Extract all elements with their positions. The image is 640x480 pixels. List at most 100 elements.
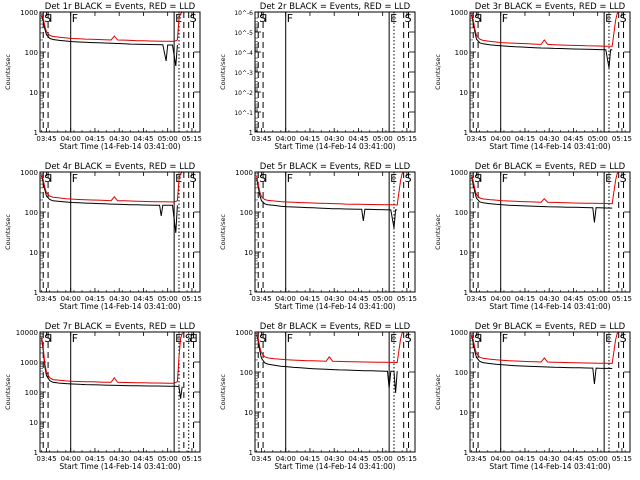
marker-label-S: S — [620, 12, 627, 25]
y-tick-label: 10000 — [16, 329, 38, 337]
x-tick-label: 04:45 — [133, 135, 153, 143]
x-tick-label: 04:00 — [491, 135, 511, 143]
marker-label-S: S — [405, 172, 412, 185]
x-tick-label: 04:45 — [563, 135, 583, 143]
y-tick-label: 1 — [34, 289, 38, 297]
marker-label-I: I — [264, 332, 267, 345]
marker-label-E: E — [390, 172, 397, 185]
marker-label-E: E — [175, 332, 182, 345]
y-tick-label: 10^-1 — [234, 110, 253, 117]
y-tick-label: 1000 — [450, 329, 468, 337]
x-tick-label: 03:45 — [466, 295, 486, 303]
panel-title: Det 3r BLACK = Events, RED = LLD — [475, 2, 626, 12]
x-tick-label: 05:00 — [373, 135, 393, 143]
marker-label-F: F — [72, 332, 78, 345]
y-tick-label: 1 — [464, 449, 468, 457]
x-tick-label: 04:15 — [85, 135, 105, 143]
marker-label-F: F — [287, 172, 293, 185]
x-tick-label: 05:15 — [397, 135, 417, 143]
x-axis-label: Start Time (14-Feb-14 03:41:00) — [489, 142, 610, 151]
x-tick-label: 05:00 — [588, 135, 608, 143]
y-tick-label: 100 — [455, 369, 468, 377]
panel-det-7r: Det 7r BLACK = Events, RED = LLD Counts/s… — [4, 322, 202, 471]
y-axis-label: Counts/sec — [4, 54, 12, 90]
marker-label-S: S — [44, 12, 51, 25]
series-lld-line — [471, 171, 620, 205]
panel-det-2r: Det 2r BLACK = Events, RED = LLD Counts/s… — [219, 2, 417, 151]
marker-label-I: I — [49, 172, 52, 185]
series-lld-line — [256, 171, 405, 206]
y-tick-label: 1 — [249, 289, 253, 297]
y-tick-label: 10 — [29, 249, 38, 257]
y-tick-label: 100 — [455, 209, 468, 217]
y-tick-label: 10^-5 — [234, 30, 253, 37]
x-axis-label: Start Time (14-Feb-14 03:41:00) — [59, 302, 180, 311]
panel-title: Det 8r BLACK = Events, RED = LLD — [260, 322, 411, 332]
x-tick-label: 04:15 — [515, 455, 535, 463]
y-tick-label: 10^-2 — [234, 90, 253, 97]
marker-label-E: E — [390, 332, 397, 345]
x-tick-label: 05:15 — [182, 295, 202, 303]
y-tick-label: 100 — [240, 209, 253, 217]
x-tick-label: 04:30 — [539, 295, 559, 303]
x-tick-label: 04:30 — [324, 295, 344, 303]
marker-label-F: F — [287, 12, 293, 25]
y-axis-label: Counts/sec — [219, 54, 227, 90]
marker-label-S: S — [620, 332, 627, 345]
y-tick-label: 1 — [249, 129, 253, 137]
marker-label-S: S — [405, 332, 412, 345]
x-tick-label: 05:00 — [158, 455, 178, 463]
marker-label-S: S — [474, 172, 481, 185]
x-axis-label: Start Time (14-Feb-14 03:41:00) — [274, 142, 395, 151]
series-lld-line — [256, 331, 404, 364]
series-lld-line — [471, 11, 620, 47]
marker-label-S: S — [44, 172, 51, 185]
x-axis-label: Start Time (14-Feb-14 03:41:00) — [59, 142, 180, 151]
y-tick-label: 1 — [464, 289, 468, 297]
x-tick-label: 04:15 — [515, 135, 535, 143]
x-tick-label: 05:15 — [397, 455, 417, 463]
y-tick-label: 100 — [455, 49, 468, 57]
series-lld-line — [41, 332, 185, 384]
x-tick-label: 04:00 — [491, 455, 511, 463]
y-tick-label: 1 — [249, 449, 253, 457]
marker-label-S: S — [44, 332, 51, 345]
panel-title: Det 6r BLACK = Events, RED = LLD — [475, 162, 626, 172]
x-tick-label: 04:30 — [539, 135, 559, 143]
marker-label-S: S — [474, 12, 481, 25]
x-tick-label: 05:00 — [158, 135, 178, 143]
y-tick-label: 10 — [244, 249, 253, 257]
x-tick-label: 04:00 — [491, 295, 511, 303]
y-tick-label: 100 — [240, 369, 253, 377]
y-tick-label: 10 — [29, 89, 38, 97]
y-tick-label: 100 — [25, 49, 38, 57]
marker-label-S: S — [259, 172, 266, 185]
plot-frame — [254, 11, 416, 133]
panel-det-1r: Det 1r BLACK = Events, RED = LLD Counts/s… — [4, 2, 202, 151]
marker-label-E: E — [190, 332, 197, 345]
x-axis-label: Start Time (14-Feb-14 03:41:00) — [489, 302, 610, 311]
x-tick-label: 04:00 — [61, 295, 81, 303]
marker-label-F: F — [72, 12, 78, 25]
panel-det-8r: Det 8r BLACK = Events, RED = LLD Counts/s… — [219, 322, 417, 471]
marker-label-S: S — [259, 12, 266, 25]
y-tick-label: 1000 — [20, 359, 38, 367]
plot-frame — [469, 331, 631, 453]
x-tick-label: 03:45 — [466, 135, 486, 143]
series-events-line — [256, 334, 398, 393]
y-tick-label: 1000 — [450, 169, 468, 177]
y-tick-label: 1000 — [235, 169, 253, 177]
x-tick-label: 04:45 — [563, 295, 583, 303]
y-tick-label: 10^-3 — [234, 70, 253, 77]
marker-label-S: S — [620, 172, 627, 185]
y-tick-label: 10^-6 — [234, 10, 253, 17]
marker-label-E: E — [605, 12, 612, 25]
y-tick-label: 10 — [459, 89, 468, 97]
panel-det-3r: Det 3r BLACK = Events, RED = LLD Counts/s… — [434, 2, 632, 151]
series-events-line — [41, 338, 183, 399]
y-tick-label: 1 — [464, 129, 468, 137]
x-tick-label: 04:00 — [276, 455, 296, 463]
panel-title: Det 9r BLACK = Events, RED = LLD — [475, 322, 626, 332]
x-tick-label: 05:00 — [588, 295, 608, 303]
